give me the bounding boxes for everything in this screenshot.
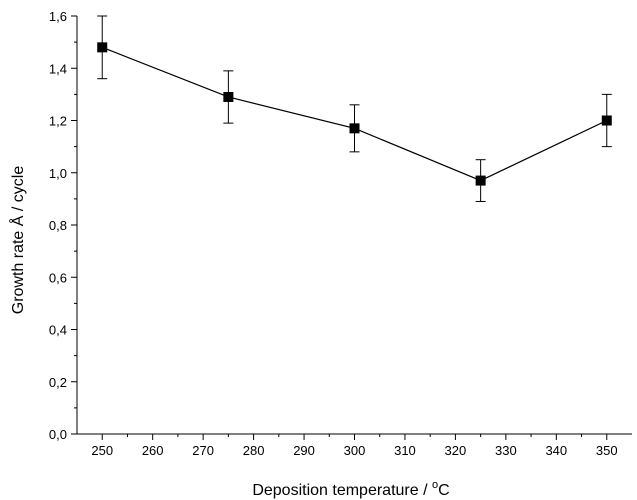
x-tick-label: 260 (142, 443, 164, 458)
series-layer (97, 15, 612, 202)
data-point-marker (601, 115, 612, 126)
tick-labels: 250 260 270 280 290 300 310 320 330 340 350 0,0 0,2 0… (49, 9, 618, 458)
x-axis-title-degree: o (432, 479, 438, 491)
data-point-marker (97, 42, 108, 53)
x-tick-label: 270 (192, 443, 214, 458)
x-axis-title: Deposition temperature / oC (252, 479, 449, 499)
axes (71, 15, 632, 440)
y-tick-label: 0,2 (49, 375, 67, 390)
x-tick-label: 290 (293, 443, 315, 458)
y-tick-label: 0,6 (49, 270, 67, 285)
x-tick-label: 340 (545, 443, 567, 458)
y-tick-label: 1,0 (49, 166, 67, 181)
y-tick-label: 0,4 (49, 323, 67, 338)
x-tick-label: 310 (394, 443, 416, 458)
y-tick-label: 0,0 (49, 427, 67, 442)
x-tick-label: 320 (445, 443, 467, 458)
y-axis-title: Growth rate Å / cycle (8, 166, 27, 315)
x-tick-label: 330 (495, 443, 517, 458)
x-axis-title-unit: C (438, 482, 450, 499)
y-tick-label: 1,4 (49, 61, 67, 76)
data-point-marker (475, 175, 486, 186)
data-point-marker (223, 91, 234, 102)
y-tick-label: 1,6 (49, 9, 67, 24)
x-tick-label: 300 (344, 443, 366, 458)
x-tick-label: 280 (243, 443, 265, 458)
data-point-marker (349, 123, 360, 134)
x-axis-title-main: Deposition temperature / (252, 482, 432, 499)
x-tick-label: 350 (596, 443, 618, 458)
x-tick-label: 250 (91, 443, 113, 458)
y-tick-label: 0,8 (49, 218, 67, 233)
y-tick-label: 1,2 (49, 114, 67, 129)
